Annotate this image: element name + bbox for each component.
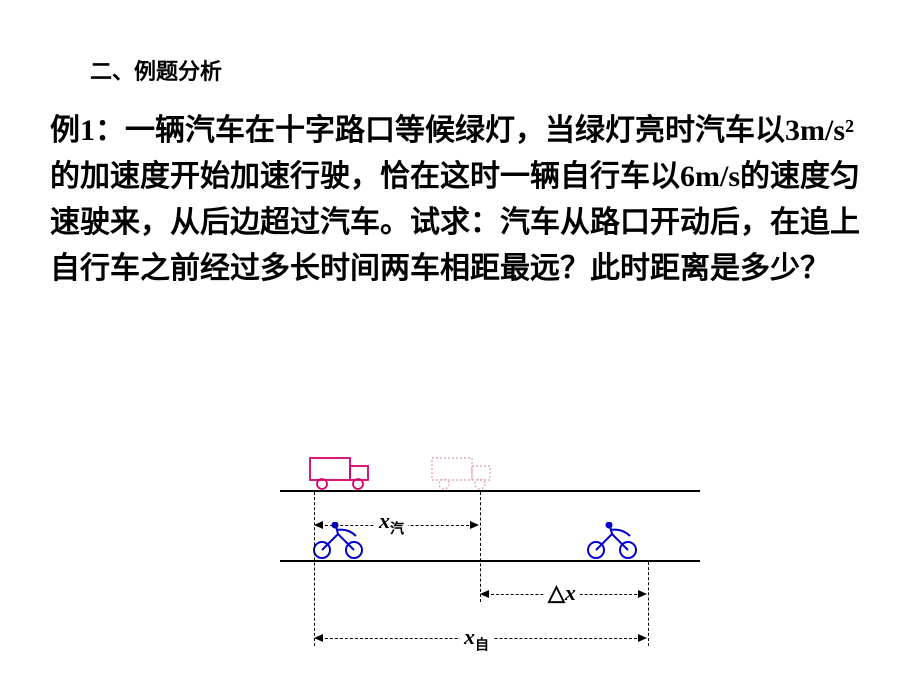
road-line-bottom [280,560,700,562]
arrow-delta-right [638,590,647,598]
x-car-var: x [379,508,390,533]
ref-line-car-end [480,492,481,602]
section-header: 二、例题分析 [90,54,222,86]
diagram: x汽 △x x自 [280,430,720,660]
arrow-delta-left [480,590,489,598]
problem-text: 例1：一辆汽车在十字路口等候绿灯，当绿灯亮时汽车以3m/s²的加速度开始加速行驶… [50,108,870,292]
label-x-car: x汽 [375,508,408,538]
road-line-top [280,490,700,492]
ref-line-start [314,492,315,646]
truck-ghost [430,454,504,490]
x-bike-sub: 自 [475,638,489,653]
arrow-car-left [314,521,323,529]
label-delta-x: △x [544,580,580,606]
cyclist-end [584,522,646,560]
arrow-bike-right [638,634,647,642]
truck-start [308,454,382,490]
x-bike-var: x [464,624,475,649]
label-x-bike: x自 [460,624,493,654]
ref-line-bike-end [648,562,649,646]
x-car-sub: 汽 [390,522,404,537]
arrow-car-right [470,521,479,529]
arrow-bike-left [314,634,323,642]
delta-x-var: x [565,580,576,605]
